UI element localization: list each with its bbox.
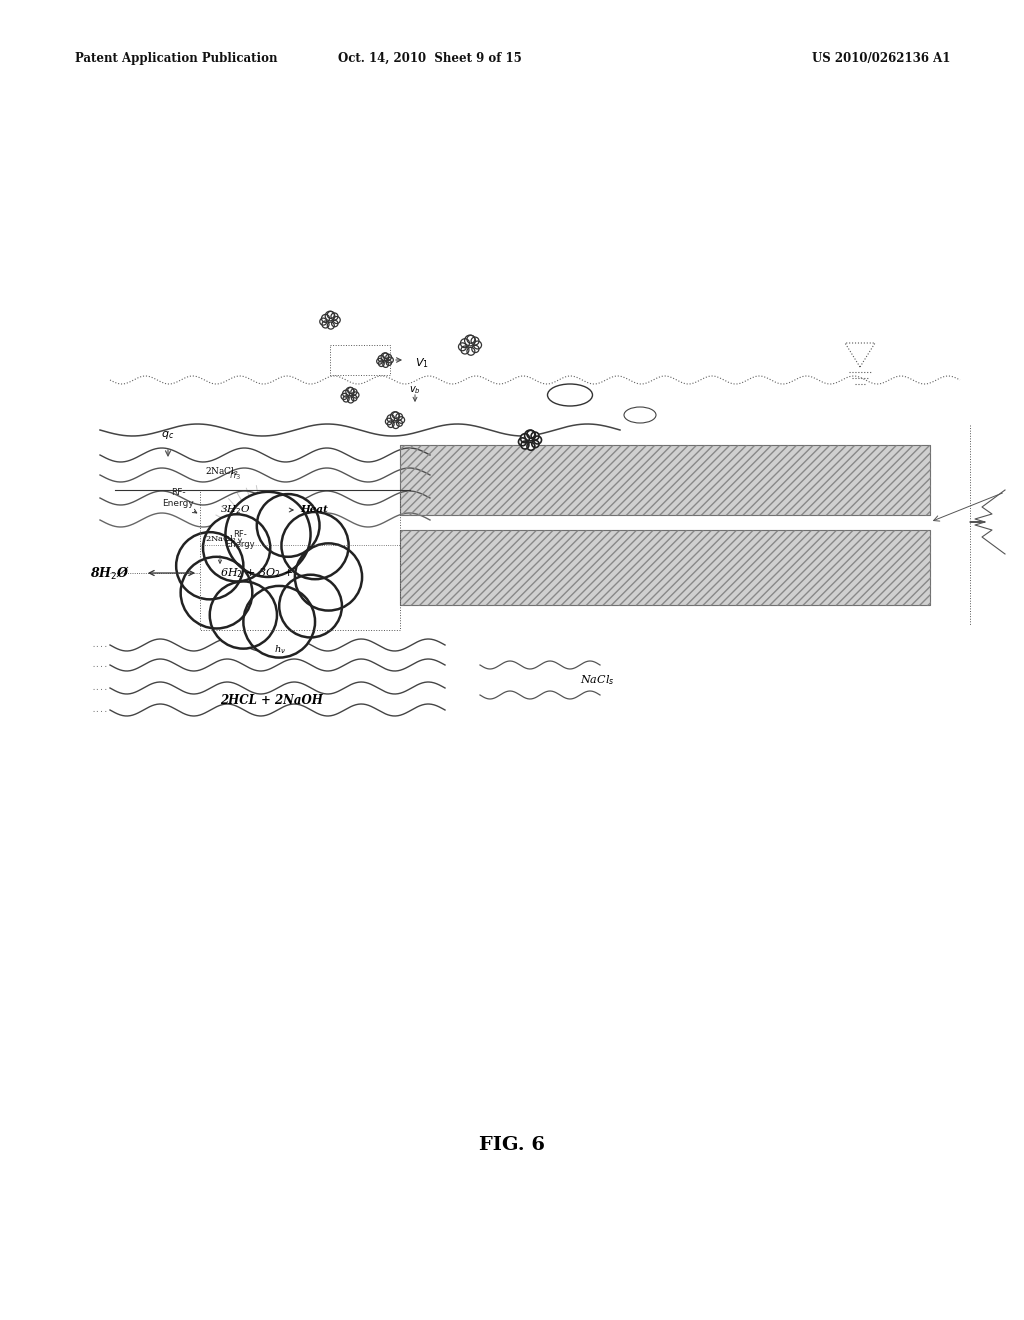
Circle shape [326,312,335,321]
Text: 6H$_2$ + 3O$_2$ +: 6H$_2$ + 3O$_2$ + [220,566,294,579]
Circle shape [465,335,475,346]
Circle shape [527,430,535,438]
Circle shape [347,388,353,393]
Circle shape [280,574,342,638]
Circle shape [351,395,357,401]
Text: $h_3$: $h_3$ [229,469,241,482]
Circle shape [319,318,327,325]
Circle shape [331,313,338,319]
Circle shape [328,312,334,318]
Circle shape [282,512,348,579]
Text: ....: .... [91,642,108,648]
Circle shape [295,544,362,611]
Ellipse shape [548,384,593,407]
Circle shape [383,352,388,359]
Circle shape [341,393,347,400]
Circle shape [396,413,402,420]
Circle shape [343,391,349,397]
Text: h$_\nu$: h$_\nu$ [274,644,286,656]
Text: Oct. 14, 2010  Sheet 9 of 15: Oct. 14, 2010 Sheet 9 of 15 [338,51,522,65]
Circle shape [471,337,479,345]
Circle shape [467,347,475,355]
Circle shape [398,417,404,424]
Circle shape [386,360,391,366]
Circle shape [210,581,276,648]
Text: Heat: Heat [300,506,328,515]
Text: 2NaCl$_2$: 2NaCl$_2$ [205,466,240,478]
Circle shape [527,442,535,450]
Circle shape [520,434,529,442]
Circle shape [333,317,340,323]
Circle shape [328,322,334,329]
Circle shape [531,441,539,447]
Circle shape [461,346,469,354]
Text: 2NaCl$_2$: 2NaCl$_2$ [205,533,237,545]
Circle shape [472,346,479,352]
Text: 8H$_2$Ø: 8H$_2$Ø [90,565,130,582]
Circle shape [225,525,310,611]
Circle shape [521,441,529,449]
Circle shape [347,397,353,403]
Circle shape [524,430,536,441]
Circle shape [473,341,481,348]
Text: ....: .... [91,685,108,690]
Circle shape [379,360,384,367]
Text: NaCl$_s$: NaCl$_s$ [580,673,614,686]
Circle shape [343,396,349,403]
Circle shape [392,412,399,418]
Text: $V_1$: $V_1$ [415,356,429,370]
Circle shape [244,586,315,657]
Circle shape [385,418,392,425]
Circle shape [392,422,399,429]
Circle shape [396,420,402,426]
Circle shape [203,515,270,581]
Circle shape [390,412,399,421]
Circle shape [225,492,310,577]
Ellipse shape [624,407,656,422]
Text: US 2010/0262136 A1: US 2010/0262136 A1 [812,51,950,65]
Circle shape [176,532,244,599]
Text: $q_c$: $q_c$ [162,429,175,441]
Circle shape [531,432,539,440]
Circle shape [257,494,319,557]
Circle shape [322,314,330,322]
Text: 3H$_2$O: 3H$_2$O [220,504,251,516]
Circle shape [180,557,252,628]
Circle shape [351,389,357,395]
Circle shape [353,392,359,399]
Circle shape [387,414,394,422]
Circle shape [534,436,542,444]
Circle shape [386,354,391,360]
Text: FIG. 6: FIG. 6 [479,1137,545,1154]
Circle shape [388,358,393,363]
Circle shape [381,352,389,360]
Text: ....: .... [91,663,108,668]
Circle shape [322,321,329,327]
Text: $v_b$: $v_b$ [410,384,421,396]
Circle shape [346,387,354,396]
Circle shape [377,359,382,364]
FancyBboxPatch shape [400,531,930,605]
Text: RF-
Energy: RF- Energy [225,531,255,549]
Text: RF-
Energy: RF- Energy [162,488,194,508]
Text: ....: .... [91,708,108,713]
Circle shape [459,343,466,351]
Circle shape [383,362,388,367]
FancyBboxPatch shape [400,445,930,515]
Circle shape [378,355,385,362]
Text: Patent Application Publication: Patent Application Publication [75,51,278,65]
Circle shape [387,421,394,428]
Text: 2HCL + 2NaOH: 2HCL + 2NaOH [220,693,323,706]
Circle shape [461,339,469,347]
Circle shape [518,438,526,446]
Circle shape [332,321,338,327]
Circle shape [467,335,475,343]
